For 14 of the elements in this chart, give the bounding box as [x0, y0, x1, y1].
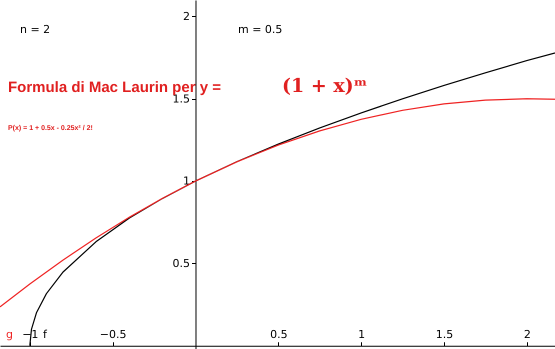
x-tick-label: 2 — [524, 328, 531, 342]
y-tick-label: 2 — [182, 10, 190, 23]
x-tick-label: 0.5 — [270, 328, 288, 342]
series-label: g — [6, 328, 13, 341]
x-tick-label: −0.5 — [100, 328, 127, 342]
annotation: n = 2 — [20, 23, 50, 36]
series-label: f — [43, 328, 48, 341]
x-tick-label: 1.5 — [436, 328, 454, 342]
y-tick-label: 0.5 — [172, 256, 190, 270]
y-tick-label: 1 — [182, 174, 190, 188]
annotation: Formula di Mac Laurin per y = — [8, 79, 222, 96]
annotation: m = 0.5 — [238, 23, 282, 36]
annotation: (1 + x)ᵐ — [282, 75, 368, 97]
x-tick-label: 1 — [358, 328, 366, 342]
